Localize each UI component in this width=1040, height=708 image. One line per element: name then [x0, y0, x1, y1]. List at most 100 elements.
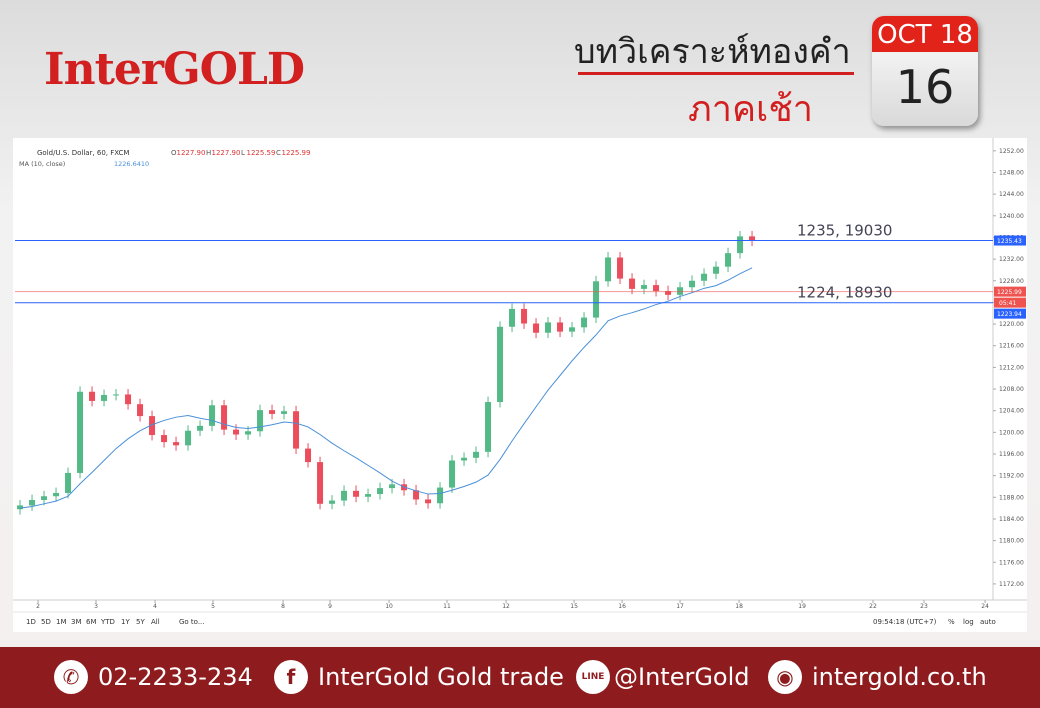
- ohlc-value: 1227.90: [177, 149, 206, 157]
- y-tick-label: 1212.00: [999, 364, 1024, 371]
- candle-body: [605, 257, 612, 282]
- brand: InterGOLD: [44, 44, 305, 95]
- ohlc-key: O: [171, 149, 177, 157]
- ohlc-value: 1225.99: [282, 149, 311, 157]
- line-text: @InterGold: [614, 663, 750, 691]
- candle-body: [77, 391, 84, 473]
- candle-body: [749, 236, 756, 241]
- candle-body: [389, 484, 396, 489]
- candle-body: [233, 429, 240, 435]
- level-tag: [994, 308, 1026, 319]
- scale-button[interactable]: %: [948, 618, 955, 626]
- x-tick-label: 8: [281, 603, 285, 610]
- level-note: 1224, 18930: [797, 284, 892, 302]
- level-note: 1235, 19030: [797, 222, 892, 240]
- candle-body: [533, 323, 540, 333]
- range-button[interactable]: 5D: [41, 618, 51, 626]
- y-tick-label: 1248.00: [999, 169, 1024, 176]
- x-tick-label: 2: [36, 603, 40, 610]
- x-tick-label: 12: [502, 603, 510, 610]
- phone: ✆ 02-2233-234: [54, 660, 253, 694]
- candle-body: [269, 410, 276, 414]
- y-tick-label: 1204.00: [999, 408, 1024, 415]
- level-tag-text: 1235.43: [997, 238, 1022, 245]
- candle-body: [221, 405, 228, 430]
- range-button[interactable]: 1D: [26, 618, 36, 626]
- range-button[interactable]: 3M: [71, 618, 82, 626]
- subtitle: ภาคเช้า: [688, 89, 813, 130]
- level-tag-text: 1225.99: [997, 289, 1022, 296]
- candle-body: [473, 451, 480, 458]
- x-tick-label: 16: [618, 603, 626, 610]
- candle-body: [113, 394, 120, 396]
- countdown-text: 05:41: [999, 300, 1016, 307]
- facebook-text: InterGold Gold trade: [318, 663, 564, 691]
- range-button[interactable]: YTD: [100, 618, 115, 626]
- candle-body: [257, 410, 264, 432]
- phone-text: 02-2233-234: [98, 663, 253, 691]
- scale-button[interactable]: log: [963, 618, 974, 626]
- candle-body: [329, 500, 336, 504]
- candle-body: [689, 280, 696, 288]
- candle-body: [569, 327, 576, 332]
- candle-body: [461, 457, 468, 461]
- candle-body: [17, 505, 24, 510]
- title-underline: [578, 72, 854, 75]
- y-tick-label: 1232.00: [999, 256, 1024, 263]
- range-button[interactable]: 5Y: [136, 618, 145, 626]
- ohlc-value: 1227.90: [212, 149, 241, 157]
- level-tag-text: 1223.94: [997, 311, 1022, 318]
- candle-body: [713, 266, 720, 274]
- range-button[interactable]: 6M: [86, 618, 97, 626]
- candle-body: [197, 425, 204, 431]
- y-tick-label: 1184.00: [999, 516, 1024, 523]
- x-tick-label: 10: [385, 603, 393, 610]
- web-text: intergold.co.th: [812, 663, 987, 691]
- calendar-month: OCT 18: [872, 16, 978, 52]
- range-button[interactable]: All: [151, 618, 160, 626]
- range-button[interactable]: Go to...: [179, 618, 205, 626]
- candle-body: [701, 273, 708, 281]
- candle-body: [101, 394, 108, 401]
- y-tick-label: 1176.00: [999, 559, 1024, 566]
- ohlc-key: C: [276, 149, 281, 157]
- candle-body: [341, 490, 348, 501]
- candle-body: [41, 496, 48, 501]
- candle-body: [245, 431, 252, 435]
- candle-body: [305, 448, 312, 463]
- ohlc-key: H: [206, 149, 211, 157]
- candle-body: [293, 411, 300, 449]
- web: ◉ intergold.co.th: [768, 660, 987, 694]
- x-tick-label: 24: [981, 603, 989, 610]
- candle-body: [53, 492, 60, 497]
- range-button[interactable]: 1M: [56, 618, 67, 626]
- y-tick-label: 1172.00: [999, 581, 1024, 588]
- y-tick-label: 1220.00: [999, 321, 1024, 328]
- x-tick-label: 9: [328, 603, 332, 610]
- candle-body: [545, 322, 552, 333]
- candle-body: [413, 490, 420, 500]
- candle-body: [437, 487, 444, 504]
- candle-body: [509, 308, 516, 327]
- candle-body: [497, 326, 504, 403]
- x-tick-label: 19: [798, 603, 806, 610]
- candle-body: [125, 394, 132, 405]
- y-tick-label: 1252.00: [999, 148, 1024, 155]
- scale-button[interactable]: auto: [980, 618, 996, 626]
- ma-line: [19, 267, 753, 509]
- candle-body: [161, 435, 168, 443]
- x-tick-label: 15: [570, 603, 578, 610]
- x-tick-label: 18: [735, 603, 743, 610]
- title: บทวิเคราะห์ทองคำ: [574, 32, 851, 72]
- ma-legend: MA (10, close): [19, 160, 65, 168]
- range-button[interactable]: 1Y: [121, 618, 130, 626]
- facebook: f InterGold Gold trade: [274, 660, 564, 694]
- y-tick-label: 1240.00: [999, 213, 1024, 220]
- level-tag: [994, 235, 1026, 246]
- x-tick-label: 11: [443, 603, 451, 610]
- web-icon: ◉: [768, 660, 802, 694]
- y-tick-label: 1188.00: [999, 494, 1024, 501]
- y-tick-label: 1244.00: [999, 191, 1024, 198]
- candle-body: [665, 291, 672, 295]
